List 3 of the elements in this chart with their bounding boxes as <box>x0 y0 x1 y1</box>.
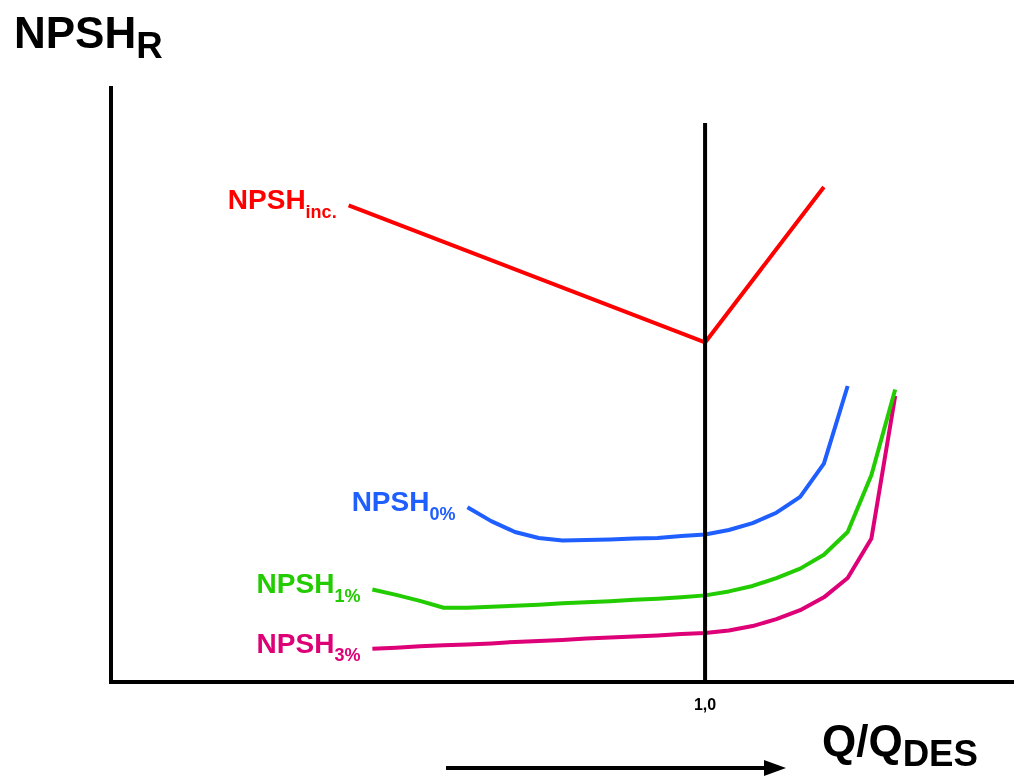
text: 1,0 <box>693 696 717 714</box>
x-axis-title: Q/Q$_{DES}$ <box>821 716 978 775</box>
y-axis-title: NPSH$_{R}$ <box>14 8 163 67</box>
